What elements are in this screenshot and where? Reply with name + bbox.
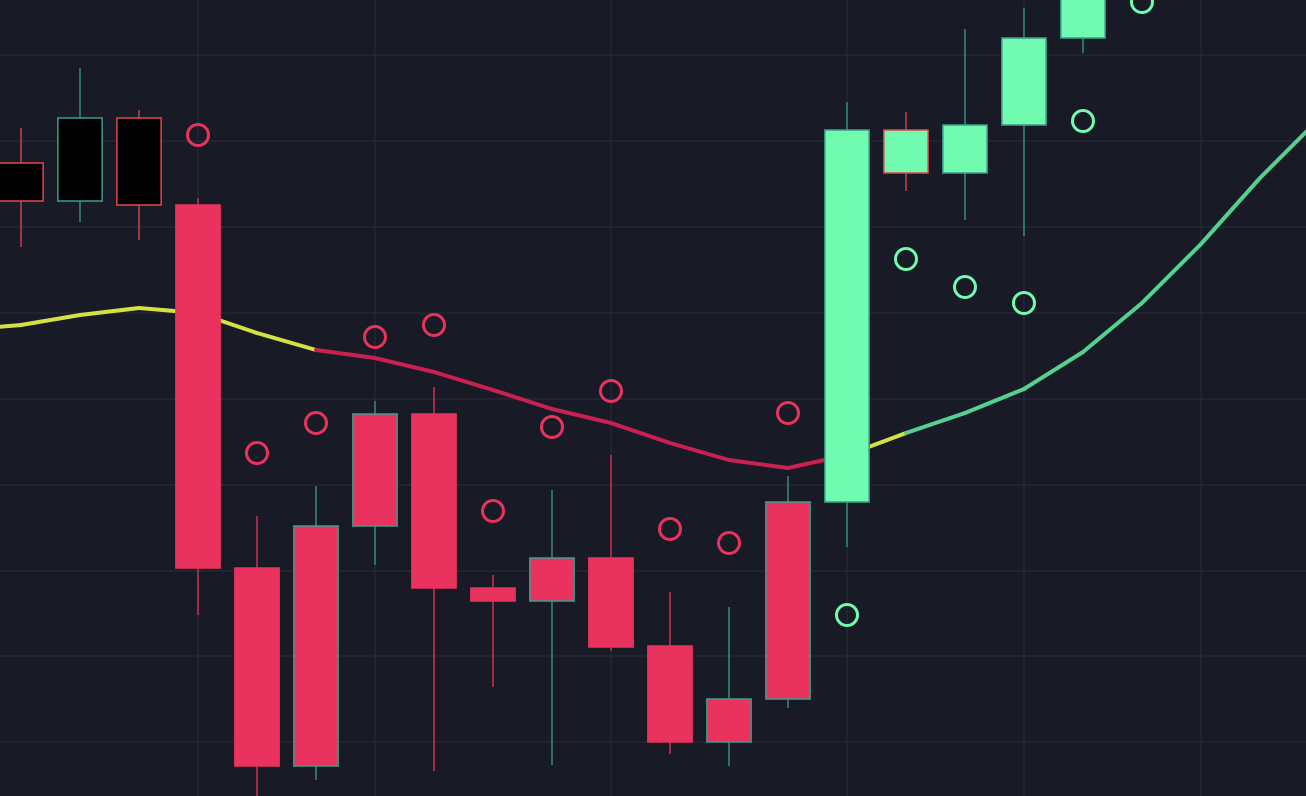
candle-body [883,129,929,174]
marker [952,275,977,299]
candle-body [706,698,752,743]
marker [657,517,682,541]
moving-average-segment [372,356,436,374]
candle-body [411,413,457,589]
candle-body [765,501,811,700]
marker [303,411,328,435]
moving-average-segment [1021,350,1085,391]
candle-body [588,557,634,648]
marker [539,415,564,439]
candle-body [1060,0,1106,39]
marker [716,531,741,555]
moving-average-segment [313,348,377,360]
candle-body [0,162,44,202]
moving-average-segment [254,331,318,352]
candle-body [1001,37,1047,126]
candle-body [824,129,870,503]
marker [480,499,505,523]
marker [1011,291,1036,315]
moving-average-segment [667,441,731,462]
marker [186,123,211,147]
moving-average-segment [726,458,790,470]
candle-body [234,567,280,767]
marker [834,603,859,627]
moving-average-segment [19,313,83,327]
marker [1129,0,1154,14]
candle-body [942,124,988,174]
moving-average-segment [490,388,554,411]
moving-average-segment [431,370,495,392]
candle-body [470,587,516,602]
moving-average-segment [903,411,967,435]
moving-average-segment [549,407,613,425]
moving-average-segment [1139,242,1203,305]
marker [421,313,446,337]
marker [1070,109,1095,133]
candle-body [529,557,575,602]
moving-average-segment [0,323,24,329]
candle-body [293,525,339,767]
candle-body [116,117,162,206]
candle-body [352,413,398,527]
moving-average-segment [1198,176,1262,246]
candle-body [175,204,221,569]
moving-average-segment [1080,301,1144,354]
marker [362,325,387,349]
marker [775,401,800,425]
moving-average-segment [1257,129,1306,180]
moving-average-segment [78,306,142,317]
candle-body [647,645,693,743]
marker [244,441,269,465]
marker [598,379,623,403]
moving-average-segment [608,421,672,445]
moving-average-segment [962,387,1026,415]
candle-body [57,117,103,202]
marker [893,247,918,271]
